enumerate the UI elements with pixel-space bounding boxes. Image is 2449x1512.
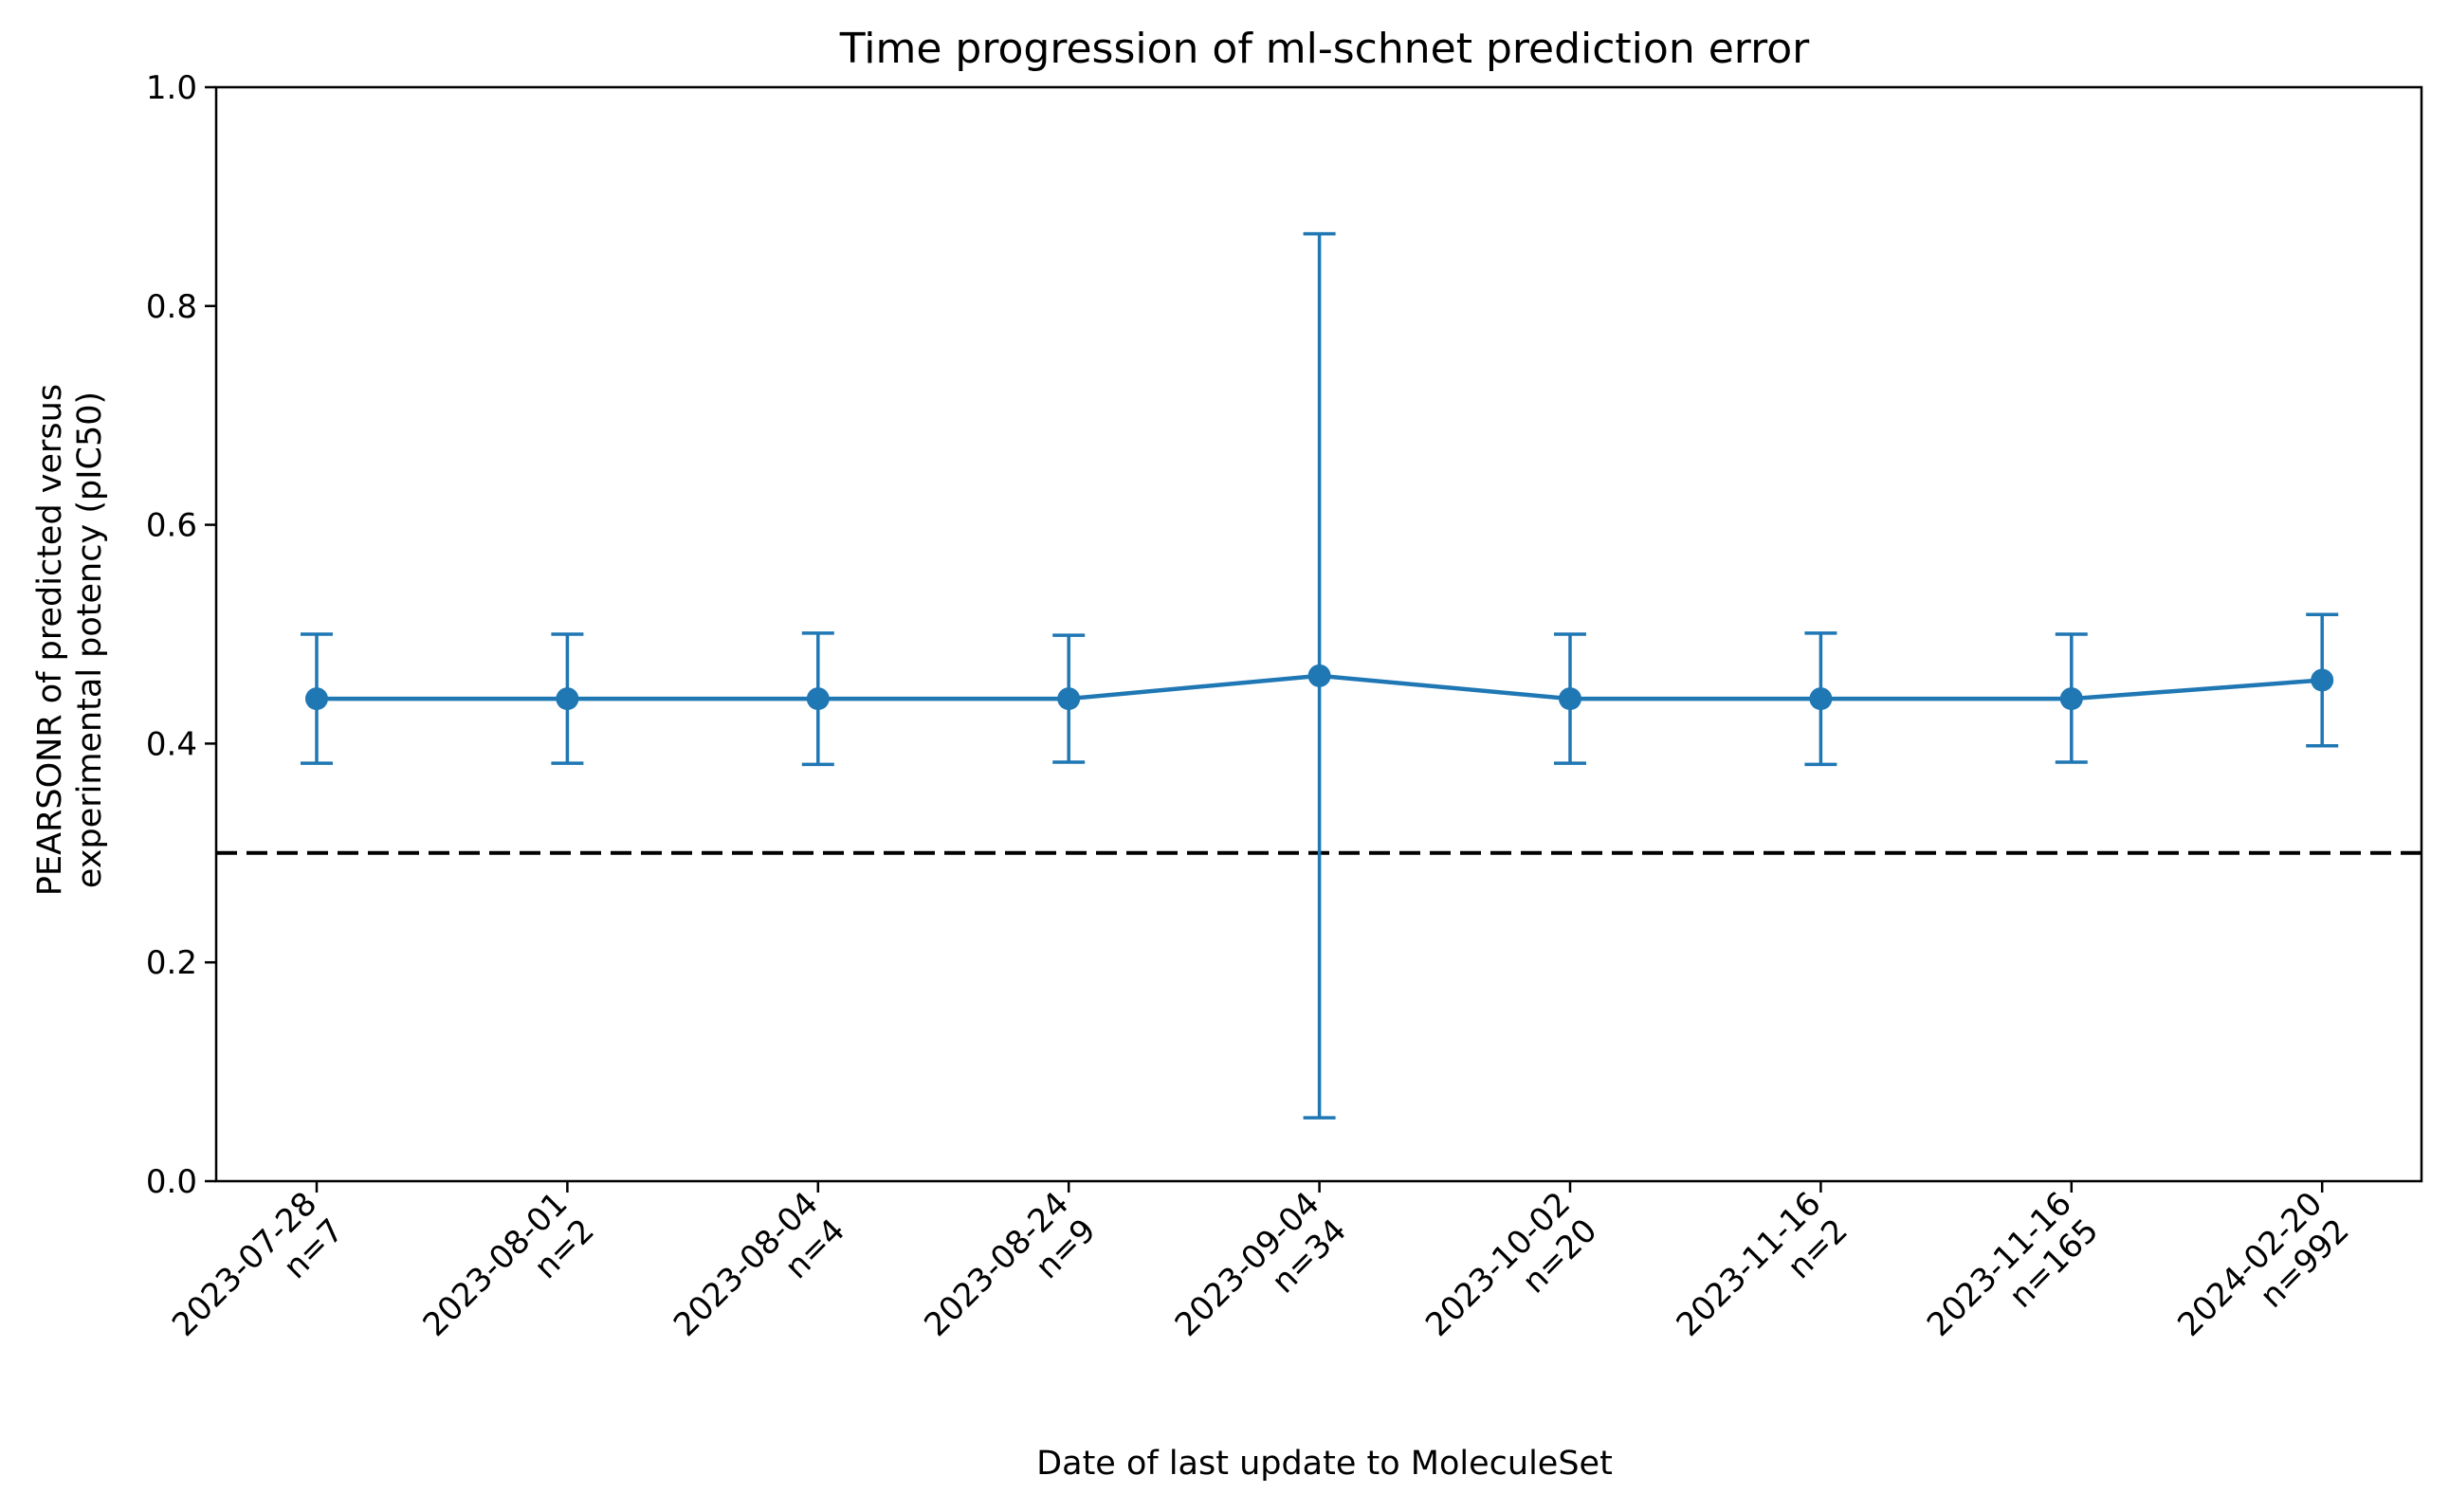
data-point	[806, 687, 830, 711]
data-point	[2311, 668, 2334, 692]
data-point	[556, 687, 579, 711]
chart-title: Time progression of ml-schnet prediction…	[839, 25, 1810, 73]
y-axis-label: PEARSONR of predicted versus experimenta…	[31, 384, 109, 896]
data-point	[1057, 687, 1081, 711]
data-point	[1809, 687, 1833, 711]
y-tick-label: 0.4	[146, 725, 197, 763]
y-tick-label: 0.2	[146, 944, 197, 982]
data-point	[1559, 687, 1581, 711]
x-axis-label: Date of last update to MoleculeSet	[1036, 1445, 1613, 1483]
data-point	[305, 687, 328, 711]
data-point	[2059, 687, 2083, 711]
y-axis-label-line-1: PEARSONR of predicted versus	[31, 384, 69, 896]
data-point	[1307, 664, 1331, 687]
y-axis-label-line-2: experimental potency (pIC50)	[71, 392, 109, 888]
y-tick-label: 0.0	[146, 1163, 197, 1201]
y-tick-label: 1.0	[146, 69, 197, 107]
y-tick-label: 0.8	[146, 288, 197, 326]
y-tick-label: 0.6	[146, 507, 197, 545]
plot-frame	[214, 85, 2423, 1183]
